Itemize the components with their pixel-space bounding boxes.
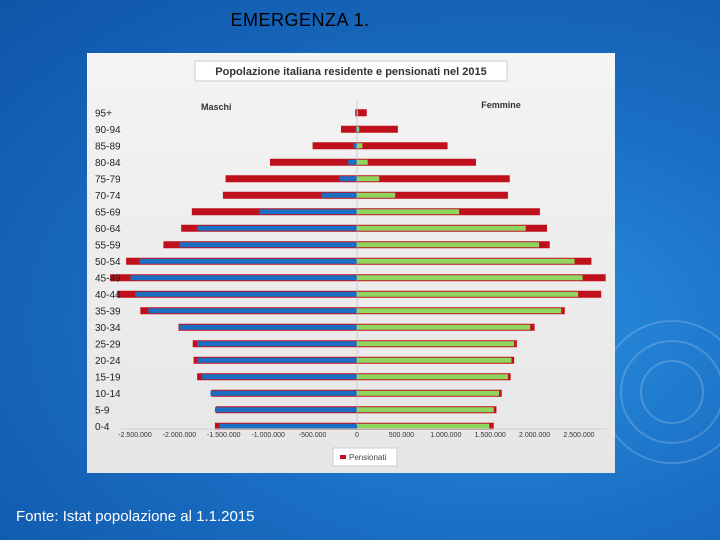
bar-maschi bbox=[197, 341, 357, 347]
bar-pensionati-femmine bbox=[357, 142, 448, 150]
category-label: 50-54 bbox=[95, 257, 121, 268]
source-footer: Fonte: Istat popolazione al 1.1.2015 bbox=[16, 508, 255, 525]
x-tick-label: -2.000.000 bbox=[163, 432, 197, 439]
legend-box bbox=[332, 447, 398, 467]
bar-pensionati-maschi bbox=[269, 158, 357, 166]
bar-maschi bbox=[197, 225, 357, 231]
bar-maschi bbox=[135, 291, 357, 297]
bar-maschi bbox=[201, 374, 357, 380]
bar-femmine bbox=[357, 308, 562, 314]
bar-maschi bbox=[355, 126, 357, 132]
bar-maschi bbox=[179, 242, 357, 248]
category-label: 0-4 bbox=[95, 422, 110, 433]
x-tick-label: -1.000.000 bbox=[251, 432, 285, 439]
bar-maschi bbox=[339, 176, 357, 182]
bar-femmine bbox=[357, 341, 515, 347]
category-label: 90-94 bbox=[95, 125, 121, 136]
category-label: 35-39 bbox=[95, 306, 121, 317]
x-tick-label: 1.500.000 bbox=[475, 432, 506, 439]
category-label: 60-64 bbox=[95, 224, 121, 235]
bar-pensionati-femmine bbox=[357, 109, 367, 117]
bar-femmine bbox=[357, 275, 583, 281]
category-label: 80-84 bbox=[95, 158, 121, 169]
bar-maschi bbox=[348, 159, 357, 165]
bars-layer bbox=[110, 101, 606, 430]
bar-femmine bbox=[357, 159, 368, 165]
bar-femmine bbox=[357, 390, 500, 396]
right-label: Femmine bbox=[481, 100, 521, 110]
population-pyramid-chart: Popolazione italiana residente e pension… bbox=[87, 53, 615, 473]
slide-title: EMERGENZA 1. bbox=[230, 10, 370, 30]
x-tick-label: -500.000 bbox=[299, 432, 327, 439]
category-label: 70-74 bbox=[95, 191, 121, 202]
x-tick-label: 0 bbox=[355, 432, 359, 439]
category-label: 15-19 bbox=[95, 372, 121, 383]
category-label: 20-24 bbox=[95, 356, 121, 367]
bar-femmine bbox=[357, 126, 360, 132]
bar-maschi bbox=[353, 143, 357, 149]
bar-maschi bbox=[130, 275, 357, 281]
bar-maschi bbox=[148, 308, 357, 314]
bar-maschi bbox=[259, 209, 357, 215]
x-tick-label: -2.500.000 bbox=[118, 432, 152, 439]
chart-title: Popolazione italiana residente e pension… bbox=[215, 66, 486, 78]
bar-maschi bbox=[210, 390, 357, 396]
bar-pensionati-maschi bbox=[225, 175, 357, 183]
category-label: 75-79 bbox=[95, 174, 121, 185]
x-tick-label: 2.000.000 bbox=[519, 432, 550, 439]
bar-maschi bbox=[179, 324, 357, 330]
bar-pensionati-maschi bbox=[222, 191, 357, 199]
bar-maschi bbox=[321, 192, 357, 198]
bar-femmine bbox=[357, 374, 508, 380]
legend-label-pensionati: Pensionati bbox=[349, 453, 387, 462]
x-tick-label: 500.000 bbox=[389, 432, 414, 439]
left-label: Maschi bbox=[201, 102, 232, 112]
x-ticks-layer: -2.500.000 -2.000.000 -1.500.000 -1.000.000… bbox=[118, 432, 594, 439]
category-label: 65-69 bbox=[95, 207, 121, 218]
bar-pensionati-femmine bbox=[357, 191, 508, 199]
bar-maschi bbox=[197, 357, 357, 363]
bar-pensionati-femmine bbox=[357, 158, 476, 166]
chart-panel: Popolazione italiana residente e pension… bbox=[87, 53, 615, 473]
bar-femmine bbox=[357, 291, 579, 297]
bar-femmine bbox=[357, 357, 512, 363]
bar-femmine bbox=[357, 192, 396, 198]
bar-femmine bbox=[357, 242, 540, 248]
category-label: 30-34 bbox=[95, 323, 121, 334]
bar-femmine bbox=[357, 407, 494, 413]
bar-maschi bbox=[219, 423, 357, 429]
bar-pensionati-maschi bbox=[341, 125, 357, 133]
bar-femmine bbox=[357, 209, 460, 215]
bar-femmine bbox=[357, 324, 531, 330]
bar-maschi bbox=[139, 258, 357, 264]
category-labels-layer: 95+ 90-94 85-89 80-84 75-79 70-74 65-69 60-64 55… bbox=[95, 108, 121, 433]
bar-femmine bbox=[357, 110, 359, 116]
bar-pensionati-femmine bbox=[357, 125, 398, 133]
bar-femmine bbox=[357, 143, 363, 149]
bar-femmine bbox=[357, 258, 575, 264]
bar-pensionati-maschi bbox=[355, 109, 357, 117]
bar-femmine bbox=[357, 176, 380, 182]
x-tick-label: 2.500.000 bbox=[563, 432, 594, 439]
category-label: 85-89 bbox=[95, 141, 121, 152]
category-label: 55-59 bbox=[95, 240, 121, 251]
bar-femmine bbox=[357, 423, 490, 429]
x-tick-label: 1.000.000 bbox=[430, 432, 461, 439]
chart-title-box bbox=[194, 60, 508, 82]
bar-pensionati-femmine bbox=[357, 175, 510, 183]
category-label: 95+ bbox=[95, 108, 112, 119]
bar-pensionati-maschi bbox=[312, 142, 357, 150]
bar-maschi bbox=[214, 407, 357, 413]
ripple-decoration bbox=[600, 320, 720, 464]
bar-femmine bbox=[357, 225, 526, 231]
legend-swatch-pensionati bbox=[340, 455, 346, 459]
category-label: 40-44 bbox=[95, 290, 121, 301]
category-label: 5-9 bbox=[95, 405, 110, 416]
category-label: 45-49 bbox=[95, 273, 121, 284]
category-label: 10-14 bbox=[95, 389, 121, 400]
category-label: 25-29 bbox=[95, 339, 121, 350]
x-tick-label: -1.500.000 bbox=[207, 432, 241, 439]
